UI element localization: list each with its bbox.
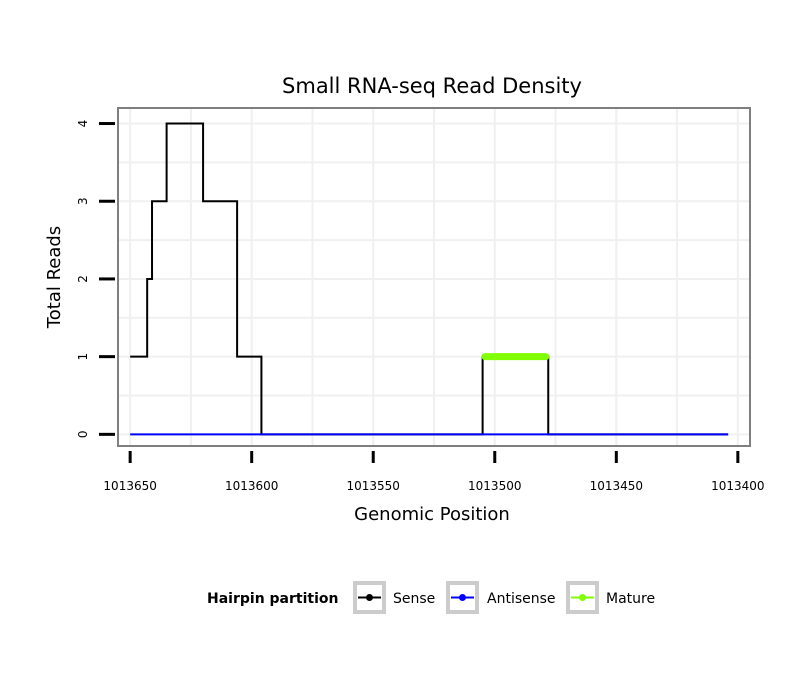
x-tick-label: 1013650 xyxy=(103,479,156,493)
legend-key-point xyxy=(579,594,586,601)
x-tick-label: 1013450 xyxy=(590,479,643,493)
legend: Hairpin partition Sense Antisense Mature xyxy=(207,581,655,614)
legend-key-antisense xyxy=(446,581,479,614)
legend-key-point xyxy=(459,594,466,601)
legend-key-sense xyxy=(353,581,386,614)
plot-border xyxy=(117,107,751,447)
legend-label-antisense: Antisense xyxy=(487,591,556,607)
legend-key-point xyxy=(366,594,373,601)
legend-label-mature: Mature xyxy=(606,591,655,607)
x-axis: 1013650 1013600 1013550 1013500 1013450 10134… xyxy=(103,451,765,493)
legend-key-mature xyxy=(566,581,599,614)
y-tick-label: 4 xyxy=(76,120,90,128)
x-tick-label: 1013550 xyxy=(347,479,400,493)
series-line-sense xyxy=(130,122,729,436)
x-tick-label: 1013600 xyxy=(225,479,278,493)
y-axis-label: Total Reads xyxy=(44,226,65,329)
series-layer xyxy=(130,122,729,436)
y-tick-label: 3 xyxy=(76,197,90,205)
y-axis: 0 1 2 3 4 xyxy=(76,120,115,438)
y-tick-label: 2 xyxy=(76,275,90,283)
x-tick-label: 1013400 xyxy=(711,479,764,493)
chart-title: Small RNA-seq Read Density xyxy=(282,74,582,98)
legend-title: Hairpin partition xyxy=(207,591,338,607)
y-tick-label: 0 xyxy=(76,431,90,439)
x-tick-label: 1013500 xyxy=(468,479,521,493)
legend-label-sense: Sense xyxy=(393,591,435,607)
y-tick-label: 1 xyxy=(76,353,90,361)
x-axis-label: Genomic Position xyxy=(354,504,510,525)
